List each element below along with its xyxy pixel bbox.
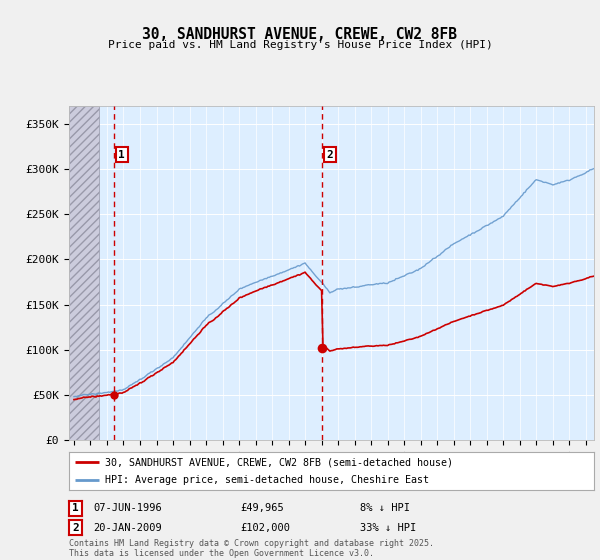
Text: 07-JUN-1996: 07-JUN-1996 [93,503,162,514]
Text: 33% ↓ HPI: 33% ↓ HPI [360,522,416,533]
Text: 1: 1 [72,503,79,514]
Text: 30, SANDHURST AVENUE, CREWE, CW2 8FB: 30, SANDHURST AVENUE, CREWE, CW2 8FB [143,27,458,42]
Text: HPI: Average price, semi-detached house, Cheshire East: HPI: Average price, semi-detached house,… [105,475,428,485]
Text: 30, SANDHURST AVENUE, CREWE, CW2 8FB (semi-detached house): 30, SANDHURST AVENUE, CREWE, CW2 8FB (se… [105,457,453,467]
Text: £49,965: £49,965 [240,503,284,514]
Text: 2: 2 [72,522,79,533]
Text: Price paid vs. HM Land Registry's House Price Index (HPI): Price paid vs. HM Land Registry's House … [107,40,493,50]
Text: 1: 1 [118,150,125,160]
Text: 20-JAN-2009: 20-JAN-2009 [93,522,162,533]
Text: 8% ↓ HPI: 8% ↓ HPI [360,503,410,514]
Bar [69,106,99,440]
Text: £102,000: £102,000 [240,522,290,533]
Text: 2: 2 [326,150,333,160]
Text: Contains HM Land Registry data © Crown copyright and database right 2025.
This d: Contains HM Land Registry data © Crown c… [69,539,434,558]
